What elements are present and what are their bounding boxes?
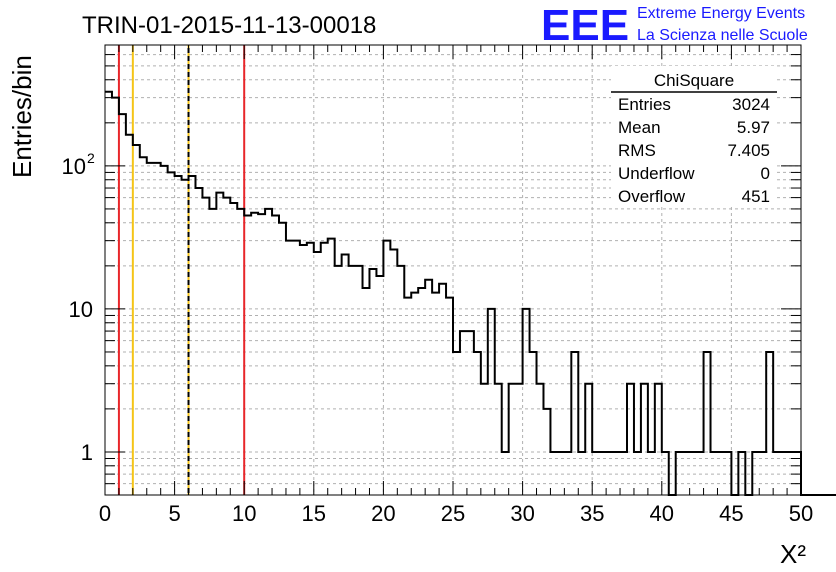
stats-box: ChiSquare Entries 3024 Mean 5.97 RMS 7.405 Und…	[611, 66, 777, 206]
eee-logo-line1: Extreme Energy Events	[637, 5, 805, 22]
stats-label: Underflow	[618, 164, 695, 183]
x-tick-label: 45	[719, 501, 743, 526]
stats-title: ChiSquare	[654, 71, 734, 90]
y-tick-label: 10	[62, 154, 86, 179]
stats-value: 5.97	[737, 118, 770, 137]
stats-value: 3024	[732, 95, 770, 114]
x-tick-label: 10	[232, 501, 256, 526]
y-tick-label: 10	[69, 297, 93, 322]
histogram-series	[105, 90, 836, 496]
x-tick-label: 50	[789, 501, 813, 526]
chart-title: TRIN-01-2015-11-13-00018	[82, 12, 376, 39]
stats-label: Mean	[618, 118, 661, 137]
x-tick-label: 5	[168, 501, 180, 526]
x-tick-label: 0	[99, 501, 111, 526]
y-tick-label-exponent: 2	[87, 150, 95, 166]
x-tick-label: 30	[510, 501, 534, 526]
eee-logo-line2: La Scienza nelle Scuole	[637, 27, 808, 44]
x-tick-label: 35	[580, 501, 604, 526]
x-tick-label: 25	[441, 501, 465, 526]
marker-lines	[117, 45, 246, 495]
eee-logo-text: EEE	[541, 1, 629, 50]
x-tick-label: 15	[302, 501, 326, 526]
stats-label: RMS	[618, 141, 656, 160]
y-axis-label: Entries/bin	[7, 55, 37, 178]
stats-value: 7.405	[727, 141, 770, 160]
x-tick-label: 20	[371, 501, 395, 526]
stats-value: 451	[742, 187, 770, 206]
stats-label: Overflow	[618, 187, 686, 206]
x-axis-ticks: 0 5 10 15 20 25 30 35 40 45 50	[99, 45, 813, 526]
x-tick-label: 40	[650, 501, 674, 526]
stats-label: Entries	[618, 95, 671, 114]
y-tick-label: 1	[81, 440, 93, 465]
stats-value: 0	[761, 164, 770, 183]
eee-logo: EEE Extreme Energy Events La Scienza nel…	[541, 1, 808, 50]
x-axis-label: X²	[780, 539, 806, 569]
